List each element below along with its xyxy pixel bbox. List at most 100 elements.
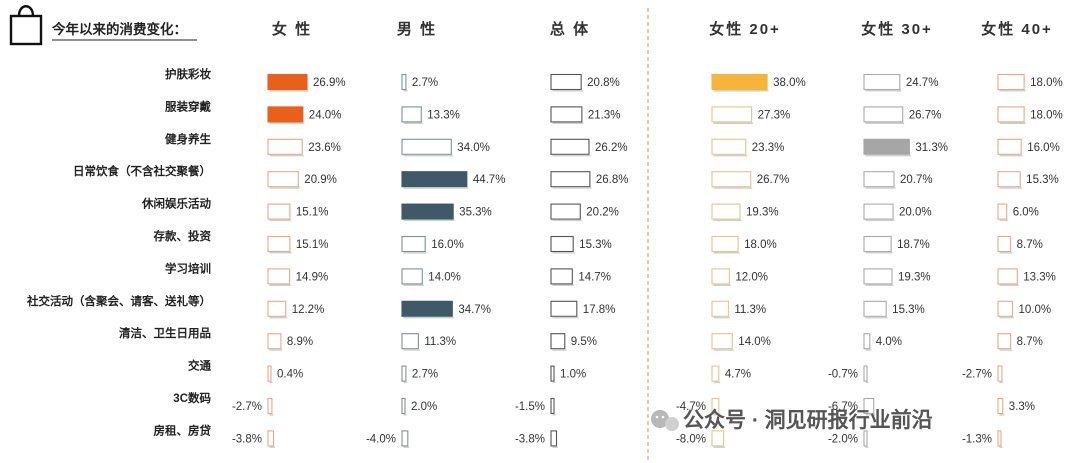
data-label: 13.3% xyxy=(427,109,460,121)
bar xyxy=(997,430,1002,447)
data-label: 15.1% xyxy=(296,207,329,219)
bar xyxy=(997,203,1008,220)
data-label: 26.7% xyxy=(909,109,942,121)
data-label: 8.9% xyxy=(287,336,313,348)
data-label: -6.7% xyxy=(828,401,858,413)
column-header: 女性 30+ xyxy=(861,20,933,38)
data-label: 23.3% xyxy=(752,142,785,154)
bar xyxy=(863,235,892,253)
bar xyxy=(711,73,768,91)
bar xyxy=(711,106,753,123)
bar xyxy=(550,73,582,91)
bar xyxy=(550,268,573,285)
data-label: 31.3% xyxy=(915,142,948,154)
bar xyxy=(401,333,419,350)
bar xyxy=(550,138,590,155)
bar xyxy=(711,138,747,155)
bar xyxy=(997,73,1025,91)
data-label: 11.3% xyxy=(424,336,456,348)
data-label: 34.0% xyxy=(457,142,490,154)
watermark: 公众号 · 洞见研报行业前沿 xyxy=(651,408,933,432)
bar xyxy=(267,171,299,188)
bar xyxy=(267,235,291,253)
bar xyxy=(863,106,904,123)
column-headers: 女 性 男 性 总 体 女性 20+ 女性 30+ 女性 40+ xyxy=(272,20,1051,38)
data-label: 1.0% xyxy=(560,369,586,381)
bar xyxy=(550,365,555,382)
data-label: 24.0% xyxy=(309,109,342,121)
bar xyxy=(997,106,1025,123)
data-label: 17.8% xyxy=(583,304,616,316)
data-label: 26.2% xyxy=(595,142,628,154)
data-label: 0.4% xyxy=(277,369,303,381)
bar xyxy=(711,397,720,415)
data-label: -2.7% xyxy=(962,369,992,381)
bar xyxy=(550,235,574,253)
data-label: 26.9% xyxy=(313,77,346,89)
data-label: 15.3% xyxy=(892,304,925,316)
category-label: 学习培训 xyxy=(165,261,211,275)
wechat-icon xyxy=(651,410,679,431)
category-label: 健身养生 xyxy=(165,132,211,146)
category-label: 服装穿戴 xyxy=(165,99,211,113)
data-label: 14.0% xyxy=(738,336,771,348)
column-header: 总 体 xyxy=(550,20,590,38)
data-label: 12.2% xyxy=(292,304,325,316)
data-label: 20.8% xyxy=(587,77,620,89)
bar xyxy=(401,430,409,447)
data-label: 20.9% xyxy=(304,174,337,186)
bar xyxy=(997,300,1014,317)
bar xyxy=(401,268,423,285)
bar xyxy=(550,333,566,350)
data-label: 8.7% xyxy=(1017,239,1043,251)
bar xyxy=(267,106,304,123)
data-label: 19.3% xyxy=(898,271,931,283)
bar xyxy=(550,430,558,447)
data-label: -2.7% xyxy=(232,401,262,413)
data-label: 18.0% xyxy=(1030,109,1063,121)
category-label: 休闲娱乐活动 xyxy=(141,197,211,211)
bar xyxy=(863,430,868,447)
bar xyxy=(267,268,291,285)
bar xyxy=(863,333,871,350)
bar xyxy=(267,430,275,447)
data-label: -0.7% xyxy=(828,369,858,381)
bar xyxy=(401,235,426,253)
data-label: -3.8% xyxy=(232,433,262,445)
bar xyxy=(863,171,895,188)
category-label: 房租、房贷 xyxy=(154,423,212,437)
data-label: 35.3% xyxy=(459,207,492,219)
watermark-text: 公众号 · 洞见研报行业前沿 xyxy=(683,408,933,432)
bar xyxy=(711,333,733,350)
category-label: 交通 xyxy=(188,359,211,373)
data-label: 44.7% xyxy=(473,174,506,186)
bar xyxy=(711,268,730,285)
data-label: 38.0% xyxy=(773,77,806,89)
bar xyxy=(267,397,273,415)
data-label: -3.8% xyxy=(515,433,545,445)
column-header: 女 性 xyxy=(272,20,312,38)
bar xyxy=(401,73,407,91)
bar xyxy=(711,171,752,188)
data-label: 24.7% xyxy=(906,77,939,89)
data-label: 27.3% xyxy=(758,109,791,121)
data-label: 19.3% xyxy=(746,207,779,219)
category-label: 存款、投资 xyxy=(154,229,212,243)
bar xyxy=(550,171,591,188)
bar xyxy=(997,235,1012,253)
category-label: 3C数码 xyxy=(173,391,211,405)
bar xyxy=(401,106,422,123)
data-label: 6.0% xyxy=(1013,207,1039,219)
data-label: 21.3% xyxy=(588,109,621,121)
bar xyxy=(863,397,875,415)
data-label: 10.0% xyxy=(1019,304,1052,316)
data-label: -4.7% xyxy=(676,401,706,413)
bar xyxy=(997,397,1004,415)
bar xyxy=(711,203,741,220)
bar xyxy=(863,138,910,155)
category-label: 社交活动（含聚会、请客、送礼等） xyxy=(26,294,211,308)
data-label: 23.6% xyxy=(308,142,341,154)
data-label: -8.0% xyxy=(676,433,706,445)
